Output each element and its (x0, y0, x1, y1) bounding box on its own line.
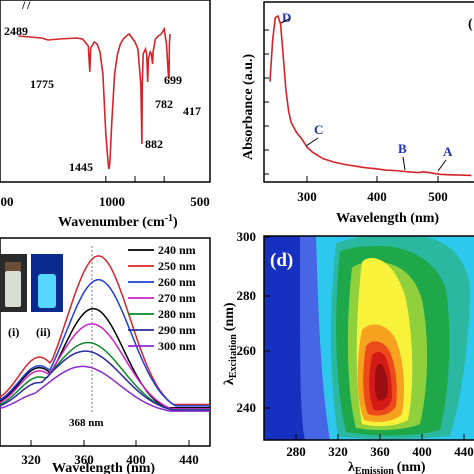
panel-b-arrow-D (280, 18, 290, 24)
panel-b-arrow-B (402, 156, 406, 171)
panel-c-frame (0, 237, 211, 447)
panel-d-xtick-440: 440 (454, 444, 474, 459)
panel-a-annotation-1445: 1445 (69, 160, 93, 174)
panel-b-corner-label: ( (468, 17, 473, 32)
panel-c-series-270-nm (0, 323, 210, 410)
panel-d-y-axis-title-sub: Excitation (228, 334, 239, 378)
panel-b-label-D: D (282, 10, 291, 25)
panel-b-y-ticks (264, 29, 269, 175)
panel-a-break-1: / (21, 0, 26, 12)
panel-d-x-axis-title-sub: Emission (355, 466, 394, 474)
panel-c-series-260-nm (0, 279, 210, 407)
panel-c-inset-label-ii: (ii) (36, 325, 51, 339)
panel-c-inset-photo-ii (31, 254, 63, 312)
panel-d-x-axis-title-tail: (nm) (397, 460, 426, 474)
panel-c-inset-label-i: (i) (8, 325, 19, 339)
panel-b-x-axis-title: Wavelength (nm) (336, 211, 439, 226)
panel-a-annotation-782: 782 (155, 97, 173, 111)
panel-c-xtick-320: 320 (21, 452, 41, 467)
panel-a-series-line (18, 26, 171, 170)
panel-d-xtick-360: 360 (370, 444, 390, 459)
panel-d-contours (300, 236, 474, 440)
panel-c-legend-label: 240 nm (158, 243, 196, 257)
panel-b: D C B A ( 300 400 500 Wavelength (nm) Ab… (241, 1, 474, 226)
panel-c-legend-label: 280 nm (158, 307, 196, 321)
panel-c-legend-label: 250 nm (158, 259, 196, 273)
panel-d-label: (d) (270, 250, 293, 271)
panel-b-xtick-400: 400 (367, 189, 387, 204)
panel-b-y-axis-title: Absorbance (a.u.) (241, 53, 256, 160)
panel-b-xtick-300: 300 (297, 189, 317, 204)
panel-d-ytick-260: 260 (237, 343, 257, 358)
panel-c-series-300-nm (0, 365, 210, 412)
panel-c-series-240-nm (0, 307, 210, 409)
panel-c: 368 nm (i) (ii) 240 nm 250 nm 260 nm 270 nm… (0, 237, 211, 474)
panel-a-xtick-partial: 500 (0, 194, 14, 209)
panel-b-frame (263, 1, 474, 183)
panel-c-legend-label: 260 nm (158, 275, 196, 289)
panel-c-legend: 240 nm 250 nm 260 nm 270 nm 280 nm 290 nm 300 … (128, 243, 196, 353)
panel-c-inset-photo-i (0, 254, 27, 312)
panel-a-annotation-699: 699 (164, 73, 182, 87)
panel-a-x-ticks (105, 176, 165, 182)
panel-c-x-ticks (30, 440, 190, 446)
panel-a-annotation-2489: 2489 (4, 24, 28, 38)
panel-a-x-axis-title-tail: ) (173, 215, 178, 230)
panel-d-y-axis-title-main: λ (222, 378, 237, 385)
panel-b-arrow-A (437, 159, 447, 172)
panel-c-series-290-nm (0, 350, 210, 411)
panel-d: (d) 300 280 260 240 280 320 360 400 440 … (222, 229, 474, 474)
panel-b-arrow-C (305, 137, 319, 147)
panel-b-series-line (269, 14, 472, 177)
panel-c-legend-label: 300 nm (158, 339, 196, 353)
panel-a-annotation-417: 417 (183, 104, 201, 118)
panel-c-x-axis-title: Wavelength (nm) (52, 461, 155, 474)
panel-d-xtick-320: 320 (328, 444, 348, 459)
panel-c-series-250-nm (0, 255, 210, 406)
panel-c-xtick-400: 400 (126, 452, 146, 467)
panel-b-label-A: A (443, 144, 453, 159)
panel-d-ytick-240: 240 (237, 400, 257, 415)
panel-a-annotation-882: 882 (145, 137, 163, 151)
panel-b-xtick-500: 500 (428, 189, 448, 204)
panel-a-xtick-500: 500 (190, 194, 210, 209)
vial-body (5, 271, 21, 307)
panel-d-y-axis-title-tail: (nm) (222, 302, 237, 331)
vial-cap (5, 262, 21, 271)
panel-a-x-axis-title-main: Wavenumber (cm (58, 215, 165, 230)
contour-dark-red (374, 363, 388, 401)
panel-b-x-ticks (306, 176, 439, 182)
panel-d-ytick-280: 280 (237, 288, 257, 303)
panel-c-xtick-360: 360 (74, 452, 94, 467)
panel-c-legend-label: 290 nm (158, 323, 196, 337)
panel-c-series (0, 255, 210, 412)
panel-c-peak-label: 368 nm (69, 417, 104, 429)
panel-a-annotation-1775: 1775 (30, 77, 54, 91)
panel-a-x-axis-title: Wavenumber (cm-1) (58, 213, 178, 230)
panel-d-ytick-300: 300 (237, 229, 257, 244)
panel-a: / / 2489 1775 1445 882 782 699 417 500 1… (0, 0, 211, 230)
panel-b-label-C: C (314, 122, 323, 137)
panel-c-xtick-440: 440 (179, 452, 199, 467)
panel-d-x-axis-title: λEmission (nm) (348, 460, 426, 474)
panel-d-xtick-280: 280 (286, 444, 306, 459)
panel-a-x-axis-title-sup: -1 (165, 213, 173, 224)
vial-fluorescence (38, 274, 56, 308)
panel-b-label-B: B (398, 141, 407, 156)
panel-d-x-axis-title-main: λ (348, 460, 355, 474)
panel-d-frame (263, 235, 474, 441)
panel-a-frame (0, 0, 211, 183)
panel-a-break-2: / (26, 0, 31, 12)
panel-d-xtick-400: 400 (412, 444, 432, 459)
panel-c-legend-label: 270 nm (158, 291, 196, 305)
panel-a-xtick-1000: 1000 (99, 194, 125, 209)
panel-d-y-axis-title: λExcitation (nm) (222, 302, 239, 385)
panel-d-ticks (264, 236, 465, 440)
